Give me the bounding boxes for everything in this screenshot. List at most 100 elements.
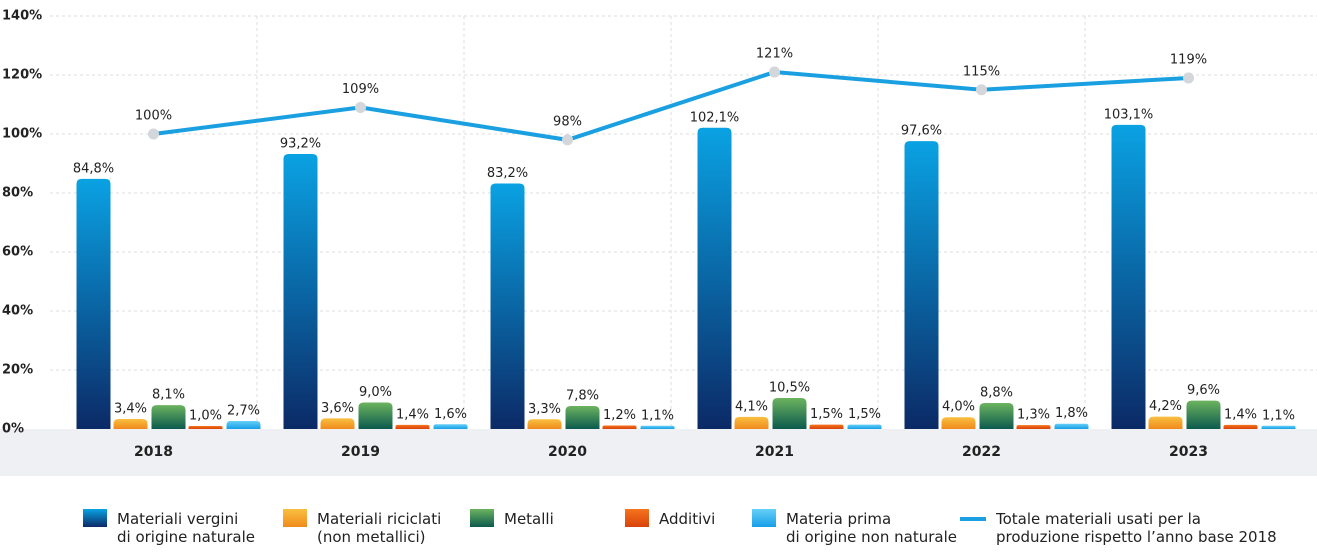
x-tick-label: 2019 <box>341 444 380 460</box>
data-label: 1,4% <box>396 407 429 422</box>
line-point <box>562 134 573 146</box>
y-tick-label: 100% <box>2 127 42 142</box>
data-label: 1,0% <box>189 409 222 424</box>
data-label: 1,5% <box>848 407 881 422</box>
data-label: 4,1% <box>735 399 768 414</box>
x-tick-label: 2018 <box>134 444 173 460</box>
line-point <box>769 66 780 78</box>
bar <box>1111 124 1146 429</box>
line <box>153 70 1189 142</box>
y-tick-label: 140% <box>2 9 42 24</box>
y-tick-label: 120% <box>2 68 42 83</box>
legend-swatch <box>83 509 107 527</box>
bar <box>772 398 807 429</box>
bar <box>76 178 111 429</box>
bar <box>565 405 600 429</box>
data-label: 100% <box>135 109 172 124</box>
bar <box>640 425 675 429</box>
x-tick-label: 2020 <box>548 444 587 460</box>
x-axis-band <box>0 429 1317 476</box>
legend-label: Additivi <box>659 510 716 528</box>
data-label: 1,6% <box>434 407 467 422</box>
data-label: 3,4% <box>114 401 147 416</box>
data-label: 1,2% <box>603 408 636 423</box>
data-label: 98% <box>553 114 582 129</box>
bar <box>979 403 1014 429</box>
bar <box>151 405 186 429</box>
data-label: 1,4% <box>1224 407 1257 422</box>
data-label: 1,1% <box>1262 408 1295 423</box>
data-label: 1,3% <box>1017 408 1050 423</box>
data-label: 97,6% <box>901 124 942 139</box>
bar <box>1223 424 1258 429</box>
data-label: 2,7% <box>227 404 260 419</box>
data-label: 119% <box>1170 52 1207 67</box>
legend-label: Materiali riciclati (non metallici) <box>317 510 442 546</box>
x-tick-label: 2022 <box>962 444 1001 460</box>
legend-label: Metalli <box>504 510 554 528</box>
bar <box>527 419 562 429</box>
data-label: 8,1% <box>152 388 185 403</box>
bar <box>113 418 148 429</box>
y-tick-label: 60% <box>2 245 33 260</box>
data-label: 3,6% <box>321 401 354 416</box>
bar <box>1016 425 1051 429</box>
bar <box>809 424 844 429</box>
bar <box>904 141 939 429</box>
data-label: 121% <box>756 47 793 62</box>
bar <box>1148 416 1183 429</box>
legend-swatch <box>470 509 494 527</box>
bar <box>697 127 732 430</box>
data-label: 10,5% <box>769 381 810 396</box>
data-label: 109% <box>342 82 379 97</box>
bar <box>490 183 525 429</box>
data-label: 1,8% <box>1055 406 1088 421</box>
legend-swatch <box>283 509 307 527</box>
x-tick-label: 2023 <box>1169 444 1208 460</box>
bar <box>283 154 318 429</box>
legend-label: Totale materiali usati per la produzione… <box>996 510 1277 546</box>
y-tick-label: 0% <box>2 422 24 437</box>
data-label: 9,6% <box>1187 383 1220 398</box>
bar <box>395 424 430 429</box>
line-point <box>976 84 987 96</box>
bar <box>941 417 976 429</box>
legend-label: Materia prima di origine non naturale <box>786 510 957 546</box>
legend-label: Materiali vergini di origine naturale <box>117 510 256 546</box>
data-label: 4,0% <box>942 400 975 415</box>
bar <box>602 425 637 429</box>
data-label: 1,5% <box>810 407 843 422</box>
x-tick-label: 2021 <box>755 444 794 460</box>
y-tick-label: 40% <box>2 304 33 319</box>
data-label: 3,3% <box>528 402 561 417</box>
data-label: 93,2% <box>280 137 321 152</box>
y-tick-label: 80% <box>2 186 33 201</box>
bar <box>1054 423 1089 429</box>
data-label: 1,1% <box>641 408 674 423</box>
bar <box>734 416 769 429</box>
bar <box>226 421 261 429</box>
data-label: 4,2% <box>1149 399 1182 414</box>
bar <box>847 424 882 429</box>
legend-swatch <box>625 509 649 527</box>
data-label: 9,0% <box>359 385 392 400</box>
line-point <box>148 128 159 140</box>
bar <box>433 424 468 429</box>
legend-swatch <box>752 509 776 527</box>
data-label: 102,1% <box>690 110 740 125</box>
bar <box>1186 400 1221 429</box>
bar <box>358 402 393 429</box>
data-label: 83,2% <box>487 166 528 181</box>
bar <box>1261 425 1296 429</box>
y-tick-label: 20% <box>2 363 33 378</box>
data-label: 8,8% <box>980 386 1013 401</box>
data-label: 84,8% <box>73 161 114 176</box>
data-label: 115% <box>963 64 1000 79</box>
line-point <box>1183 72 1194 84</box>
data-label: 103,1% <box>1104 107 1154 122</box>
line-point <box>355 101 366 113</box>
data-label: 7,8% <box>566 388 599 403</box>
bar <box>320 418 355 429</box>
